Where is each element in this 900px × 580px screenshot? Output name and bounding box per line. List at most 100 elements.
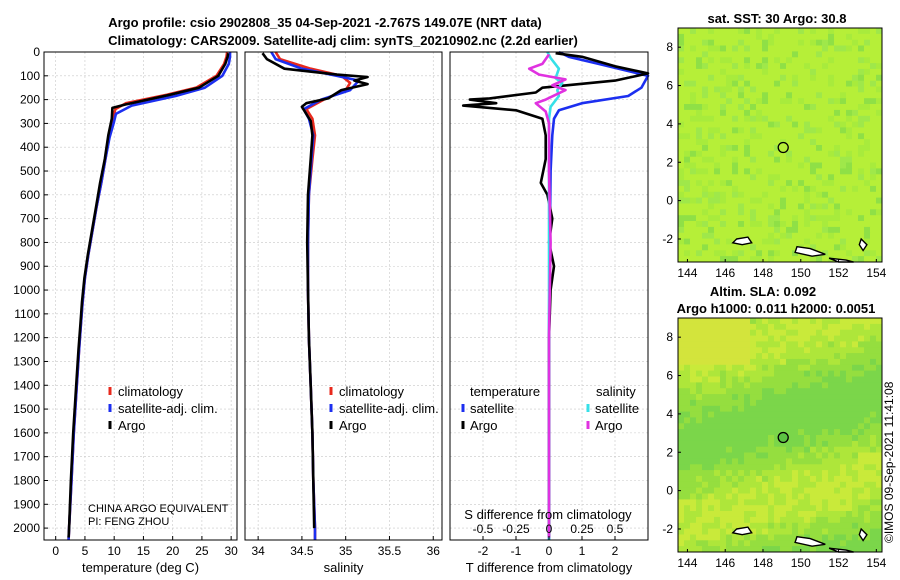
map-cell [768,57,775,64]
map-cell [798,493,805,500]
map-cell [834,493,841,500]
map-cell [714,57,721,64]
map-cell [768,540,775,547]
island-coastline [858,527,868,542]
map-cell [774,411,781,418]
map-cell [732,57,739,64]
map-cell [816,174,823,181]
map-cell [756,318,763,325]
legend-label: climatology [339,384,405,399]
map-cell [810,86,817,93]
map-cell [678,197,685,204]
map-cell [864,168,871,175]
map-cell [792,180,799,187]
map-cell [846,534,853,541]
map-cell [786,499,793,506]
map-cell [684,39,691,46]
map-cell [684,226,691,234]
map-cell [864,232,871,240]
map-cell [708,435,715,442]
map-cell [828,452,835,459]
map-cell [870,133,877,140]
map-cell [726,329,733,336]
map-cell [858,168,865,175]
map-cell [876,429,883,436]
map-cell [696,174,703,181]
map-cell [828,98,835,105]
map-cell [684,329,691,336]
map-cell [774,364,781,372]
map-cell [804,318,811,325]
map-cell [876,238,883,245]
map-cell [876,505,883,512]
map-cell [870,399,877,407]
map-cell [810,511,817,518]
map-cell [870,74,877,82]
map-cell [684,33,691,41]
map-cell [690,435,697,442]
map-cell [846,244,853,251]
map-cell [690,80,697,87]
map-cell [798,417,805,424]
map-cell [780,493,787,500]
map-cell [786,86,793,93]
map-cell [678,256,685,263]
map-cell [756,452,763,459]
map-cell [846,156,853,163]
map-cell [732,487,739,494]
map-cell [690,109,697,117]
map-cell [744,546,751,553]
map-cell [738,475,745,483]
map-cell [762,197,769,204]
map-cell [828,353,835,360]
map-cell [780,133,787,140]
map-cell [750,104,757,111]
map-cell [726,256,733,263]
map-cell [690,440,697,448]
map-cell [804,435,811,442]
map-cell [846,51,853,58]
map-cell [762,405,769,413]
map-cell [810,98,817,105]
map-cell [864,394,871,401]
map-cell [708,522,715,530]
map-cell [828,493,835,500]
map-cell [732,145,739,152]
map-cell [798,452,805,459]
map-cell [720,423,727,430]
map-cell [822,92,829,99]
map-cell [834,405,841,413]
map-cell [726,493,733,500]
map-cell [720,329,727,336]
map-cell [756,226,763,234]
map-cell [684,74,691,82]
map-cell [690,28,697,35]
map-cell [690,446,697,453]
map-cell [786,470,793,477]
map-cell [870,335,877,342]
map-cell [714,28,721,35]
map-cell [744,376,751,383]
map-cell [708,104,715,111]
x-tick-label: 150 [791,556,811,570]
map-cell [738,180,745,187]
map-cell [702,203,709,210]
map-cell [756,388,763,395]
map-cell [774,487,781,494]
map-cell [708,209,715,216]
map-cell [750,115,757,123]
map-cell [678,127,685,134]
map-cell [750,256,757,263]
map-cell [762,168,769,175]
map-cell [762,528,769,535]
map-cell [756,185,763,193]
map-cell [756,347,763,354]
map-cell [744,364,751,372]
map-cell [702,323,709,331]
map-cell [780,341,787,348]
map-cell [756,411,763,418]
map-cell [840,534,847,541]
map-cell [870,528,877,535]
map-cell [732,203,739,210]
map-cell [798,464,805,471]
